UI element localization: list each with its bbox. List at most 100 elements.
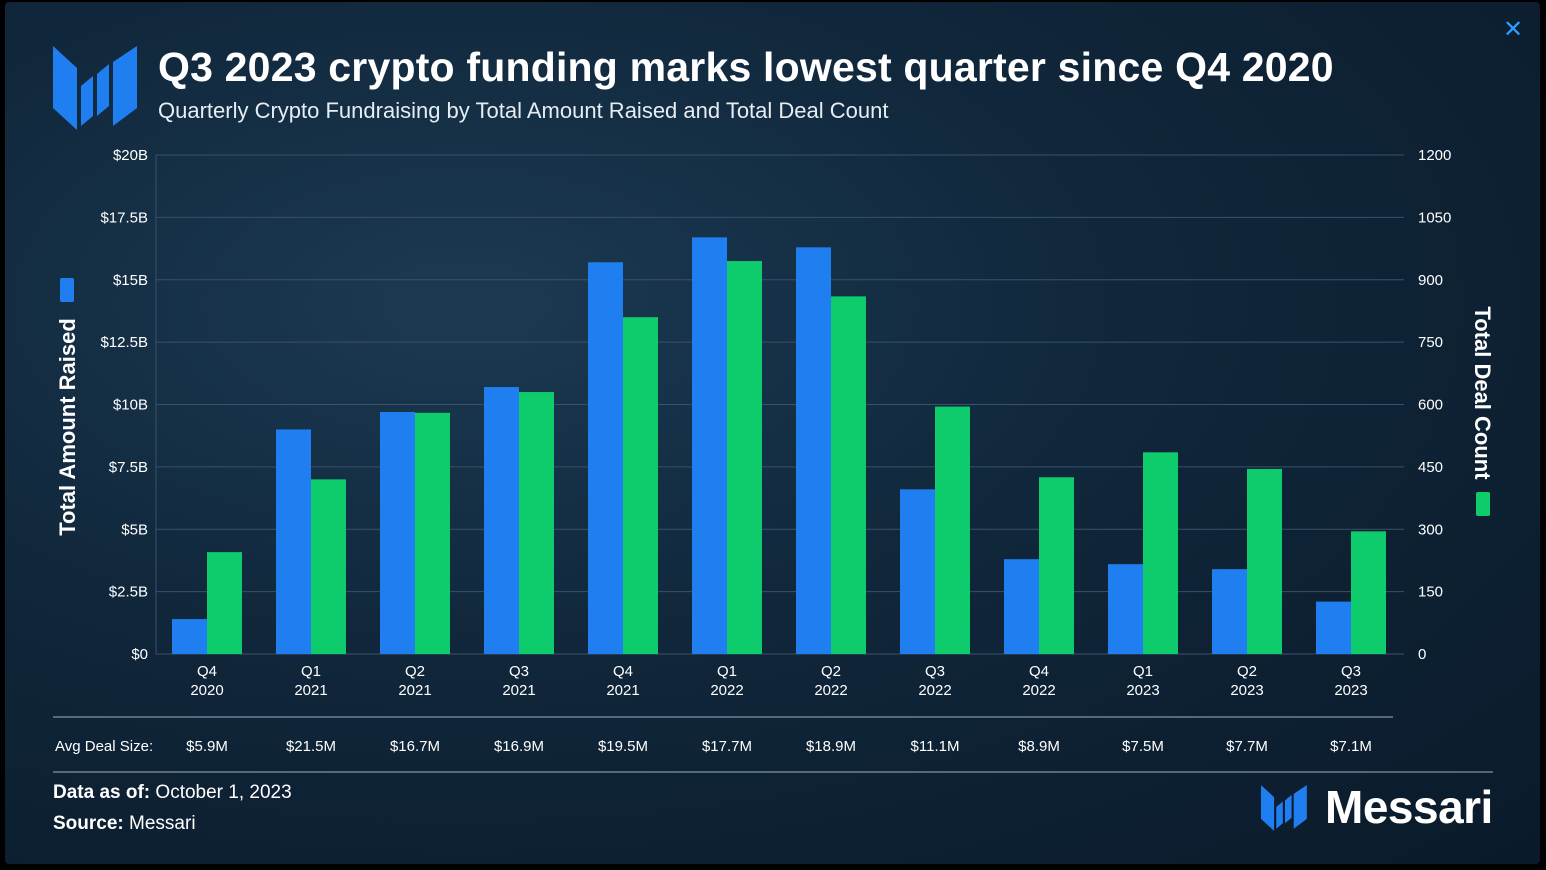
data-as-of-value: October 1, 2023 xyxy=(155,782,292,803)
deal-count-bar xyxy=(1247,468,1282,654)
right-y-tick-label: 1200 xyxy=(1418,147,1451,164)
left-axis-title: Total Amount Raised xyxy=(55,318,80,536)
amount-bar xyxy=(692,237,727,654)
avg-deal-size-value: $19.5M xyxy=(598,738,648,755)
close-icon[interactable]: ✕ xyxy=(1502,16,1524,43)
x-tick-year: 2021 xyxy=(502,682,535,699)
x-tick-year: 2020 xyxy=(190,682,223,699)
deal-count-bar xyxy=(623,317,658,654)
amount-bar xyxy=(1004,559,1039,654)
right-y-tick-label: 300 xyxy=(1418,521,1443,538)
avg-deal-size-value: $16.7M xyxy=(390,738,440,755)
avg-deal-size-value: $7.1M xyxy=(1330,738,1372,755)
right-y-tick-label: 450 xyxy=(1418,459,1443,476)
left-y-tick-label: $2.5B xyxy=(109,584,148,601)
deal-count-bar xyxy=(1351,531,1386,654)
left-y-tick-label: $17.5B xyxy=(100,209,148,226)
left-y-tick-label: $15B xyxy=(113,272,148,289)
deal-count-bar xyxy=(415,412,450,654)
brand-name: Messari xyxy=(1325,781,1493,833)
x-tick-quarter: Q2 xyxy=(1237,663,1257,680)
amount-bar xyxy=(276,429,311,654)
source: Source: Messari xyxy=(53,813,196,835)
left-y-tick-label: $20B xyxy=(113,147,148,164)
x-tick-year: 2022 xyxy=(1022,682,1055,699)
right-y-tick-label: 0 xyxy=(1418,646,1426,663)
deal-count-bar xyxy=(1039,477,1074,654)
right-y-tick-label: 750 xyxy=(1418,334,1443,351)
x-tick-quarter: Q2 xyxy=(405,663,425,680)
messari-logo-icon xyxy=(53,46,137,130)
avg-deal-size-value: $7.5M xyxy=(1122,738,1164,755)
deal-count-bar xyxy=(519,392,554,654)
x-tick-quarter: Q1 xyxy=(717,663,737,680)
right-axis-title: Total Deal Count xyxy=(1470,306,1495,480)
grid-lines xyxy=(155,154,1404,655)
chart-subtitle: Quarterly Crypto Fundraising by Total Am… xyxy=(158,98,889,123)
x-tick-year: 2023 xyxy=(1126,682,1159,699)
axis-titles: Total Amount Raised Total Deal Count xyxy=(55,278,1495,536)
left-y-tick-label: $0 xyxy=(131,646,148,663)
source-label: Source: xyxy=(53,813,124,834)
deal-count-bar xyxy=(207,552,242,654)
x-tick-quarter: Q1 xyxy=(1133,663,1153,680)
source-value: Messari xyxy=(129,813,196,834)
amount-bar xyxy=(1316,601,1351,654)
x-tick-quarter: Q4 xyxy=(1029,663,1049,680)
x-tick-year: 2022 xyxy=(918,682,951,699)
avg-deal-size-label: Avg Deal Size: xyxy=(55,738,153,755)
x-tick-quarter: Q3 xyxy=(509,663,529,680)
x-tick-quarter: Q4 xyxy=(197,663,217,680)
left-axis-legend-swatch xyxy=(60,278,74,302)
amount-bar xyxy=(1108,564,1143,654)
left-y-axis-ticks: $0 $2.5B $5B $7.5B $10B $12.5B $15B $17.5B $20B xyxy=(100,147,148,663)
bars xyxy=(172,237,1386,654)
data-as-of-label: Data as of: xyxy=(53,782,151,803)
avg-deal-size-value: $5.9M xyxy=(186,738,228,755)
avg-deal-size-value: $7.7M xyxy=(1226,738,1268,755)
right-y-tick-label: 900 xyxy=(1418,272,1443,289)
chart-plot: $0$2.5B$5B$7.5B$10B$12.5B$15B$17.5B$20B … xyxy=(53,147,1495,773)
deal-count-bar xyxy=(935,406,970,654)
left-y-tick-label: $12.5B xyxy=(100,334,148,351)
x-axis-ticks: Q4 2020 Q1 2021 Q2 2021 Q3 2021 Q4 2021 Q1 2022 Q2 20… xyxy=(190,663,1367,699)
amount-bar xyxy=(900,489,935,654)
x-tick-quarter: Q3 xyxy=(1341,663,1361,680)
messari-brand-icon xyxy=(1261,785,1307,831)
deal-count-bar xyxy=(831,296,866,654)
right-y-axis-ticks: 0 150 300 450 600 750 900 1050 1200 xyxy=(1418,147,1451,663)
deal-count-bar xyxy=(311,479,346,654)
left-y-tick-label: $5B xyxy=(121,521,148,538)
avg-deal-size-value: $16.9M xyxy=(494,738,544,755)
chart-card: ✕ Q3 2023 crypto funding marks lowest qu… xyxy=(5,2,1540,864)
x-tick-year: 2021 xyxy=(398,682,431,699)
amount-bar xyxy=(380,411,415,654)
amount-bar xyxy=(484,387,519,654)
x-tick-year: 2023 xyxy=(1230,682,1263,699)
avg-deal-size-value: $17.7M xyxy=(702,738,752,755)
x-tick-year: 2022 xyxy=(710,682,743,699)
x-tick-year: 2022 xyxy=(814,682,847,699)
left-y-tick-label: $7.5B xyxy=(109,459,148,476)
avg-deal-size-value: $8.9M xyxy=(1018,738,1060,755)
left-y-tick-label: $10B xyxy=(113,397,148,414)
x-tick-year: 2021 xyxy=(294,682,327,699)
avg-deal-size-row: $5.9M $21.5M $16.7M $16.9M $19.5M $17.7M $18.9… xyxy=(53,716,1493,773)
deal-count-bar xyxy=(727,261,762,654)
avg-deal-size-value: $18.9M xyxy=(806,738,856,755)
right-y-tick-label: 1050 xyxy=(1418,209,1451,226)
right-axis-legend-swatch xyxy=(1476,492,1490,516)
right-y-tick-label: 600 xyxy=(1418,397,1443,414)
amount-bar xyxy=(588,262,623,654)
x-tick-quarter: Q4 xyxy=(613,663,633,680)
avg-deal-size-value: $21.5M xyxy=(286,738,336,755)
x-tick-year: 2023 xyxy=(1334,682,1367,699)
x-tick-quarter: Q2 xyxy=(821,663,841,680)
amount-bar xyxy=(796,247,831,654)
avg-deal-size-value: $11.1M xyxy=(911,738,960,755)
x-tick-quarter: Q3 xyxy=(925,663,945,680)
right-y-tick-label: 150 xyxy=(1418,584,1443,601)
data-as-of: Data as of: October 1, 2023 xyxy=(53,782,292,804)
amount-bar xyxy=(172,619,207,654)
x-tick-year: 2021 xyxy=(606,682,639,699)
